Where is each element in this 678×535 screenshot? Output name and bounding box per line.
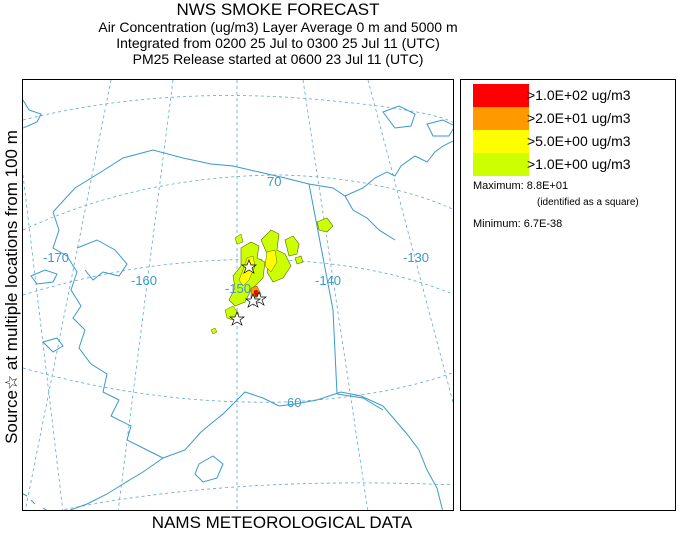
- alaska-west-coast: [52, 211, 164, 459]
- lat-line-55: [60, 482, 453, 510]
- legend-item: >5.0E+00 ug/m3: [473, 130, 673, 153]
- map-subtitle-integration: Integrated from 0200 25 Jul to 0300 25 J…: [116, 35, 440, 51]
- legend-swatch: [473, 107, 529, 130]
- lon-line-140: [302, 80, 369, 510]
- legend-label: >1.0E+00 ug/m3: [527, 156, 631, 172]
- plume-contour-low-3: [284, 235, 300, 257]
- seward-peninsula: [76, 239, 128, 281]
- meteorological-data-footer: NAMS METEOROLOGICAL DATA: [151, 513, 413, 532]
- legend-item: >1.0E+00 ug/m3: [473, 153, 673, 176]
- canada-arctic-islands: [382, 105, 453, 137]
- panhandle-border: [336, 393, 384, 411]
- alaska-canada-border: [308, 183, 338, 395]
- legend-swatch: [473, 84, 529, 107]
- legend-swatch: [473, 153, 529, 176]
- legend-label: >2.0E+01 ug/m3: [527, 110, 631, 126]
- label-lon-170: -170: [43, 250, 69, 265]
- aleutian-islands: [23, 493, 47, 510]
- map-subtitle-release: PM25 Release started at 0600 23 Jul 11 (…: [132, 51, 424, 67]
- smoke-plume: [210, 217, 334, 335]
- label-lat-60: 60: [287, 395, 301, 410]
- legend-label: >1.0E+02 ug/m3: [527, 87, 631, 103]
- legend-swatch: [473, 130, 529, 153]
- source-star-1: [240, 259, 258, 274]
- canada-coast-ne: [344, 195, 396, 241]
- source-star-3: [228, 311, 246, 326]
- label-lon-160: -160: [131, 273, 157, 288]
- graticule-labels: -170 -160 -150 -140 -130 70 60: [43, 174, 429, 410]
- lat-line-70: [23, 174, 453, 231]
- alaska-peninsula: [69, 457, 164, 510]
- legend-minimum: Minimum: 6.7E-38: [473, 218, 563, 230]
- lon-line-130: [367, 80, 453, 404]
- legend-label: >5.0E+00 ug/m3: [527, 133, 631, 149]
- lon-line-180: [23, 174, 64, 510]
- source-star-4: [244, 293, 262, 308]
- nunivak-island: [42, 337, 64, 353]
- map-panel: -170 -160 -150 -140 -130 70 60: [22, 79, 454, 511]
- lat-line-75: [23, 95, 453, 123]
- plume-contour-low-5: [294, 255, 304, 265]
- source-side-label: Source☆ at multiple locations from 100 m: [2, 130, 21, 444]
- plume-fragment-west: [210, 327, 218, 335]
- legend-item: >2.0E+01 ug/m3: [473, 107, 673, 130]
- lon-line-160: [117, 80, 174, 510]
- map-title: NWS SMOKE FORECAST: [176, 0, 380, 19]
- kodiak-island: [194, 455, 224, 483]
- alaska-south-coast: [162, 391, 444, 510]
- legend-maximum-note: (identified as a square): [537, 197, 639, 208]
- coastline: [23, 99, 453, 510]
- legend-item: >1.0E+02 ug/m3: [473, 84, 673, 107]
- label-lon-130: -130: [403, 250, 429, 265]
- st-lawrence-island: [30, 269, 58, 285]
- title-block: NWS SMOKE FORECAST Air Concentration (ug…: [18, 0, 538, 67]
- alaska-map: -170 -160 -150 -140 -130 70 60: [23, 80, 453, 510]
- lon-line-170: [24, 80, 112, 510]
- legend-maximum: Maximum: 8.8E+01: [473, 180, 569, 192]
- label-lon-140: -140: [315, 273, 341, 288]
- label-lat-70: 70: [267, 174, 281, 189]
- plume-contour-mid-2: [264, 249, 278, 273]
- label-lon-150: -150: [225, 281, 251, 296]
- alaska-north-coast: [52, 140, 453, 213]
- plume-fragment-top: [234, 233, 244, 245]
- legend-panel: >1.0E+02 ug/m3 >2.0E+01 ug/m3 >5.0E+00 ug/…: [460, 79, 676, 511]
- map-subtitle-concentration: Air Concentration (ug/m3) Layer Average …: [98, 19, 458, 35]
- lat-line-60: [23, 367, 453, 403]
- chukotka-coast: [23, 99, 42, 129]
- plume-contour-low-4: [316, 217, 334, 233]
- source-markers: [228, 259, 268, 326]
